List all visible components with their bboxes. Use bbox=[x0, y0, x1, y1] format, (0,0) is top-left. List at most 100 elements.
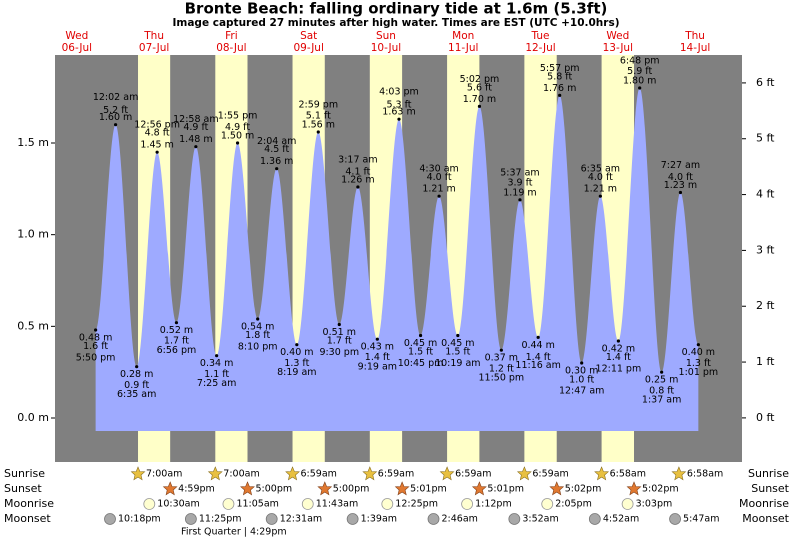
day-date: 12-Jul bbox=[525, 42, 555, 54]
tide-point bbox=[113, 123, 118, 127]
tide-point bbox=[256, 317, 260, 321]
day-weekday: Fri bbox=[225, 30, 238, 42]
sunset-time: 5:02pm bbox=[565, 484, 602, 495]
tide-time: 2:59 pm bbox=[298, 100, 338, 111]
tide-m: 0.52 m bbox=[160, 325, 193, 336]
sunrise-time: 6:59am bbox=[532, 469, 568, 480]
tide-m: 1.21 m bbox=[422, 184, 455, 195]
tide-m: 0.34 m bbox=[200, 358, 233, 369]
tide-m: 0.54 m bbox=[241, 322, 274, 333]
sunrise-time: 6:58am bbox=[687, 469, 723, 480]
tide-ft: 0.9 ft bbox=[124, 380, 149, 391]
moonset-icon bbox=[427, 513, 440, 525]
tide-point bbox=[477, 104, 482, 108]
moonset-icon bbox=[346, 513, 359, 525]
tide-point bbox=[696, 343, 700, 347]
sunset-icon bbox=[549, 481, 565, 496]
tide-point bbox=[418, 333, 423, 338]
tide-m: 0.45 m bbox=[441, 338, 474, 349]
tide-m: 1.60 m bbox=[99, 112, 132, 123]
tide-point bbox=[616, 339, 620, 343]
tide-time: 2:04 am bbox=[257, 136, 296, 147]
y2-tick-label: 2 ft bbox=[756, 299, 775, 312]
tide-time: 5:57 pm bbox=[540, 63, 580, 74]
tide-ft: 4.1 ft bbox=[345, 166, 370, 177]
tide-ft: 3.9 ft bbox=[507, 178, 532, 189]
day-date: 13-Jul bbox=[603, 42, 633, 54]
moonrise-time: 2:05pm bbox=[555, 499, 592, 510]
tide-time: 8:19 am bbox=[277, 367, 316, 378]
tide-time: 4:30 am bbox=[419, 164, 458, 175]
y2-tick-label: 4 ft bbox=[756, 188, 775, 201]
row-label: Sunrise bbox=[748, 467, 789, 480]
tide-ft: 5.1 ft bbox=[306, 111, 331, 122]
tide-ft: 4.9 ft bbox=[225, 122, 250, 133]
tide-m: 1.45 m bbox=[140, 140, 173, 151]
y-tick-label: 0.0 m bbox=[17, 411, 49, 424]
tide-ft: 1.8 ft bbox=[245, 330, 270, 341]
row-label: Moonset bbox=[742, 512, 789, 525]
moonrise-time: 11:43am bbox=[316, 499, 358, 510]
y-tick-label: 0.5 m bbox=[17, 319, 49, 332]
tide-time: 5:02 pm bbox=[460, 74, 500, 85]
moonrise-icon bbox=[621, 498, 634, 510]
sunrise-time: 6:59am bbox=[301, 469, 337, 480]
sunrise-icon bbox=[516, 466, 532, 481]
tide-point bbox=[235, 141, 240, 145]
tide-time: 7:27 am bbox=[661, 160, 700, 171]
sunrise-time: 7:00am bbox=[223, 469, 259, 480]
tide-ft: 1.7 ft bbox=[164, 335, 189, 346]
tide-point bbox=[638, 86, 642, 90]
moonset-icon bbox=[508, 513, 521, 525]
tide-point bbox=[558, 93, 562, 97]
tide-ft: 1.5 ft bbox=[408, 347, 433, 358]
moonrise-time: 12:25pm bbox=[395, 499, 438, 510]
tide-m: 0.30 m bbox=[565, 366, 598, 377]
tide-m: 0.40 m bbox=[682, 347, 715, 358]
tide-point bbox=[135, 365, 139, 369]
tide-point bbox=[456, 333, 460, 338]
moonrise-icon bbox=[381, 498, 394, 510]
tide-ft: 5.6 ft bbox=[467, 83, 492, 94]
y-tick-label: 1.5 m bbox=[17, 136, 49, 149]
tide-m: 1.70 m bbox=[463, 94, 496, 105]
tide-time: 5:37 am bbox=[500, 167, 539, 178]
y2-tick-label: 1 ft bbox=[756, 355, 775, 368]
tide-time: 6:48 pm bbox=[620, 56, 660, 67]
chart-title: Bronte Beach: falling ordinary tide at 1… bbox=[185, 0, 608, 18]
moonset-icon bbox=[588, 513, 601, 525]
tide-point bbox=[397, 117, 401, 121]
tide-ft: 1.7 ft bbox=[327, 335, 352, 346]
tide-point bbox=[598, 194, 602, 198]
tide-m: 1.80 m bbox=[623, 76, 656, 87]
day-date: 08-Jul bbox=[216, 42, 246, 54]
tide-ft: 1.3 ft bbox=[284, 358, 309, 369]
tide-m: 1.19 m bbox=[503, 187, 536, 198]
moonrise-time: 11:05am bbox=[236, 499, 278, 510]
sunset-icon bbox=[162, 481, 178, 496]
tide-m: 0.45 m bbox=[404, 338, 437, 349]
tide-time: 12:11 pm bbox=[596, 364, 642, 375]
tide-point bbox=[356, 185, 360, 189]
tide-ft: 0.8 ft bbox=[649, 386, 674, 397]
tide-m: 0.37 m bbox=[485, 353, 518, 364]
tide-ft: 1.5 ft bbox=[445, 347, 470, 358]
sunset-time: 5:01pm bbox=[410, 484, 447, 495]
moonrise-icon bbox=[541, 498, 554, 510]
tide-ft: 4.8 ft bbox=[145, 127, 170, 138]
sunset-time: 4:59pm bbox=[178, 484, 215, 495]
tide-ft: 5.8 ft bbox=[547, 72, 572, 83]
tide-ft: 5.2 ft bbox=[103, 105, 128, 116]
sunset-icon bbox=[394, 481, 410, 496]
y2-tick-label: 5 ft bbox=[756, 132, 775, 145]
tide-point bbox=[437, 194, 441, 198]
tide-m: 0.48 m bbox=[79, 333, 112, 344]
moonrise-icon bbox=[222, 498, 235, 510]
tide-time: 12:02 am bbox=[93, 92, 138, 103]
tide-ft: 1.6 ft bbox=[83, 341, 108, 352]
moonset-time: 12:31am bbox=[280, 514, 322, 525]
tide-point bbox=[580, 361, 584, 365]
sunset-time: 5:02pm bbox=[642, 484, 679, 495]
day-weekday: Sat bbox=[300, 30, 317, 42]
tide-point bbox=[215, 354, 219, 358]
